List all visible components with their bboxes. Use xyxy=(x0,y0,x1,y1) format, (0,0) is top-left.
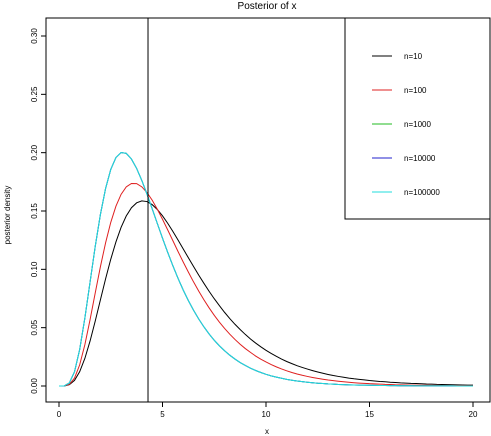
series-line-n-100000 xyxy=(58,152,473,387)
y-axis-label: posterior density xyxy=(3,186,12,245)
y-tick-label: 0.30 xyxy=(30,28,39,44)
x-tick-label: 20 xyxy=(469,410,478,419)
y-tick-label: 0.10 xyxy=(30,261,39,277)
x-tick-label: 15 xyxy=(365,410,374,419)
series-line-n-100 xyxy=(59,182,473,387)
y-tick-label: 0.20 xyxy=(30,144,39,160)
legend-box xyxy=(344,17,491,220)
legend-label: n=10000 xyxy=(404,154,436,163)
legend-label: n=10 xyxy=(404,52,423,61)
y-tick-label: 0.00 xyxy=(30,378,39,394)
x-tick-label: 5 xyxy=(160,410,165,419)
x-tick-label: 10 xyxy=(262,410,271,419)
legend-label: n=100 xyxy=(404,86,427,95)
y-tick-label: 0.25 xyxy=(30,86,39,102)
series-line-n-10 xyxy=(59,200,473,387)
x-axis-label: x xyxy=(265,427,269,436)
y-tick-label: 0.15 xyxy=(30,203,39,219)
legend-label: n=1000 xyxy=(404,120,431,129)
chart-title: Posterior of x xyxy=(238,1,297,12)
x-tick-label: 0 xyxy=(57,410,62,419)
legend-label: n=100000 xyxy=(404,188,440,197)
y-tick-label: 0.05 xyxy=(30,319,39,335)
